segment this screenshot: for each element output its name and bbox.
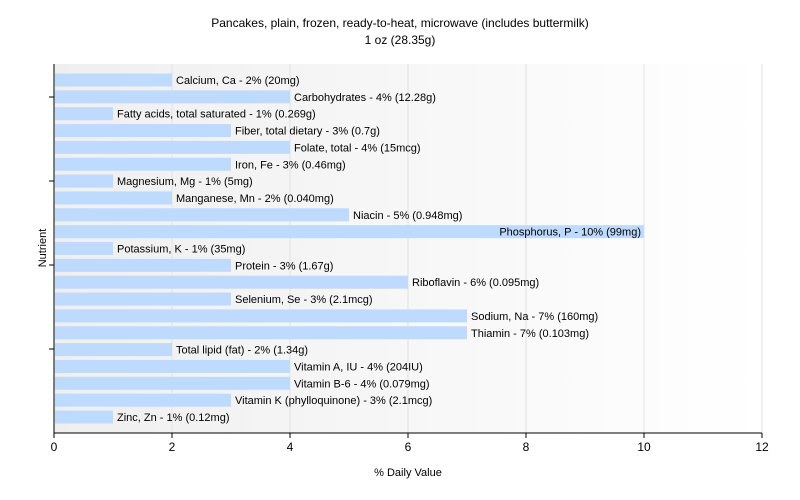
bar bbox=[55, 309, 467, 323]
bar bbox=[55, 292, 231, 306]
x-axis-label: % Daily Value bbox=[374, 467, 442, 479]
bar-label: Fatty acids, total saturated - 1% (0.269… bbox=[117, 109, 316, 121]
bar-label: Vitamin B-6 - 4% (0.079mg) bbox=[294, 378, 430, 390]
bar bbox=[55, 376, 290, 390]
x-tick-label: 8 bbox=[523, 440, 530, 454]
bar-label: Niacin - 5% (0.948mg) bbox=[353, 210, 462, 222]
x-tick-label: 12 bbox=[755, 440, 769, 454]
x-tick-label: 2 bbox=[169, 440, 176, 454]
chart-title: Pancakes, plain, frozen, ready-to-heat, … bbox=[211, 16, 589, 30]
bar bbox=[55, 258, 231, 272]
bar bbox=[55, 157, 231, 171]
x-tick-label: 10 bbox=[637, 440, 651, 454]
bar bbox=[55, 359, 290, 373]
bar bbox=[55, 225, 644, 239]
bar-label: Fiber, total dietary - 3% (0.7g) bbox=[235, 126, 380, 138]
chart-subtitle: 1 oz (28.35g) bbox=[365, 33, 436, 47]
bar-label: Riboflavin - 6% (0.095mg) bbox=[412, 277, 539, 289]
bar bbox=[55, 124, 231, 138]
bar-label: Potassium, K - 1% (35mg) bbox=[117, 244, 245, 256]
bar bbox=[55, 326, 467, 340]
bar-label: Thiamin - 7% (0.103mg) bbox=[471, 328, 589, 340]
x-tick-label: 6 bbox=[405, 440, 412, 454]
bar-label: Protein - 3% (1.67g) bbox=[235, 260, 333, 272]
bar-label: Vitamin A, IU - 4% (204IU) bbox=[294, 361, 423, 373]
bar bbox=[55, 208, 349, 222]
bar-label: Selenium, Se - 3% (2.1mcg) bbox=[235, 294, 373, 306]
bar-label: Sodium, Na - 7% (160mg) bbox=[471, 311, 598, 323]
bar-label: Vitamin K (phylloquinone) - 3% (2.1mcg) bbox=[235, 395, 432, 407]
bar bbox=[55, 90, 290, 104]
bar-label: Zinc, Zn - 1% (0.12mg) bbox=[117, 412, 229, 424]
bar-label: Folate, total - 4% (15mcg) bbox=[294, 142, 421, 154]
bar bbox=[55, 140, 290, 154]
bar-label: Phosphorus, P - 10% (99mg) bbox=[499, 227, 641, 239]
bar bbox=[55, 343, 172, 357]
bar bbox=[55, 393, 231, 407]
bar-label: Carbohydrates - 4% (12.28g) bbox=[294, 92, 436, 104]
bar bbox=[55, 174, 113, 188]
bar-label: Total lipid (fat) - 2% (1.34g) bbox=[176, 345, 308, 357]
y-axis-label: Nutrient bbox=[37, 229, 49, 268]
bar bbox=[55, 410, 113, 424]
x-tick-label: 4 bbox=[287, 440, 294, 454]
bar bbox=[55, 191, 172, 205]
bar bbox=[55, 73, 172, 87]
bar bbox=[55, 275, 408, 289]
bar-label: Calcium, Ca - 2% (20mg) bbox=[176, 75, 299, 87]
x-tick-label: 0 bbox=[51, 440, 58, 454]
bar-label: Magnesium, Mg - 1% (5mg) bbox=[117, 176, 253, 188]
bar-label: Iron, Fe - 3% (0.46mg) bbox=[235, 159, 346, 171]
bar bbox=[55, 242, 113, 255]
bar-label: Manganese, Mn - 2% (0.040mg) bbox=[176, 193, 334, 205]
bar bbox=[55, 107, 113, 121]
